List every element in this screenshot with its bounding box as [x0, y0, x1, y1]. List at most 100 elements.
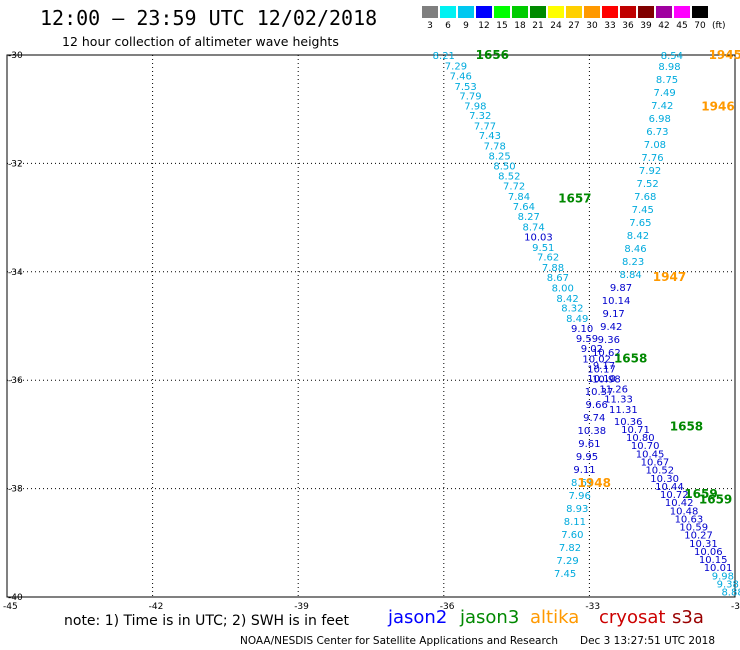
swh-value: 9.51 [532, 243, 554, 254]
pass-time-label: 1659 [699, 492, 732, 506]
color-swatch [440, 6, 456, 18]
swh-value: 8.93 [566, 504, 588, 515]
swh-value: 6.73 [646, 127, 668, 138]
swh-value: 7.46 [450, 72, 472, 83]
swh-value: 7.60 [561, 530, 583, 541]
lat-tick-label: -30 [8, 51, 23, 61]
swh-value: 7.84 [508, 192, 530, 203]
swh-value: 10.63 [675, 514, 704, 525]
color-swatch [530, 6, 546, 18]
swh-value: 10.10 [587, 374, 616, 385]
swh-value: 10.37 [585, 387, 614, 398]
page-subtitle: 12 hour collection of altimeter wave hei… [62, 34, 339, 49]
swh-value: 10.42 [665, 498, 694, 509]
swh-value: 9.87 [610, 283, 632, 294]
color-swatch [620, 6, 636, 18]
swh-value: 8.88 [721, 588, 740, 599]
swh-value: 8.54 [661, 51, 683, 62]
color-swatch-label: 42 [658, 21, 670, 31]
lat-tick-label: -34 [8, 268, 23, 278]
legend-jason3: jason3 [460, 607, 520, 628]
swh-value: 10.45 [636, 449, 665, 460]
swh-value: 8.11 [564, 517, 586, 528]
swh-value: 7.45 [632, 205, 654, 216]
swh-value: 9.17 [603, 309, 625, 320]
color-swatch [458, 6, 474, 18]
pass-time-label: 1947 [653, 270, 686, 284]
swh-value: 8.74 [522, 222, 544, 233]
swh-value: 7.32 [469, 111, 491, 122]
color-swatch-label: 21 [532, 21, 544, 31]
color-swatch [476, 6, 492, 18]
swh-value: 7.88 [542, 263, 564, 274]
lon-tick-label: -39 [294, 602, 309, 610]
swh-value: 8.32 [561, 304, 583, 315]
color-swatch [512, 6, 528, 18]
lon-tick-label: -42 [149, 602, 164, 610]
color-swatch-label: 39 [640, 21, 652, 31]
swh-value: 9.10 [571, 324, 593, 335]
color-swatch [422, 6, 438, 18]
swh-value: 8.49 [566, 314, 588, 325]
color-swatch-label: 30 [586, 21, 598, 31]
swh-value: 9.74 [583, 413, 605, 424]
pass-time-label: 1946 [701, 99, 734, 113]
swh-value: 7.29 [445, 61, 467, 72]
swh-value: 8.84 [620, 270, 642, 281]
color-swatch-label: 18 [514, 21, 526, 31]
swh-value: 8.00 [552, 284, 574, 295]
units-note: note: 1) Time is in UTC; 2) SWH is in fe… [64, 613, 350, 629]
swh-value: 8.27 [518, 212, 540, 223]
swh-value: 10.80 [626, 433, 655, 444]
swh-value: 9.61 [578, 439, 600, 450]
swh-value: 10.62 [592, 348, 621, 359]
swh-value: 8.52 [498, 171, 520, 182]
swh-value: 10.72 [660, 490, 689, 501]
swh-value: 6.98 [649, 114, 671, 125]
swh-value: 10.17 [587, 364, 616, 375]
swh-value: 7.72 [503, 182, 525, 193]
swh-value: 7.53 [455, 82, 477, 93]
swh-value: 10.36 [614, 417, 643, 428]
color-scale-unit: (ft) [712, 21, 726, 31]
legend-s3a: s3a [672, 607, 704, 628]
swh-value: 10.14 [602, 296, 631, 307]
swh-value: 10.44 [655, 482, 684, 493]
lon-tick-label: -30 [731, 602, 740, 610]
color-swatch-label: 24 [550, 21, 562, 31]
swh-value: 8.21 [433, 51, 455, 62]
lat-tick-label: -32 [8, 159, 23, 169]
swh-value: 9.95 [576, 452, 598, 463]
pass-time-label: 1658 [670, 419, 703, 433]
pass-time-label: 1659 [684, 487, 717, 501]
swh-value: 8.67 [547, 273, 569, 284]
swh-value: 9.66 [586, 400, 608, 411]
pass-time-label: 1658 [614, 352, 647, 366]
swh-value: 7.98 [464, 101, 486, 112]
swh-value: 7.49 [653, 88, 675, 99]
swh-value: 10.02 [582, 355, 611, 366]
color-swatch-label: 45 [676, 21, 688, 31]
pass-time-label: 1657 [558, 192, 591, 206]
swh-value: 10.98 [592, 375, 621, 386]
lon-tick-label: -33 [585, 602, 600, 610]
swh-value: 8.61 [571, 478, 593, 489]
swh-value: 8.25 [488, 151, 510, 162]
swh-value: 10.30 [650, 474, 679, 485]
swh-value: 7.79 [459, 92, 481, 103]
color-swatch [674, 6, 690, 18]
color-swatch-label: 12 [478, 21, 490, 31]
lat-tick-label: -36 [8, 376, 23, 386]
color-swatch-label: 33 [604, 21, 616, 31]
swh-value: 7.08 [644, 140, 666, 151]
footer: note: 1) Time is in UTC; 2) SWH is in fe… [0, 607, 740, 650]
swh-value: 9.02 [581, 344, 603, 355]
swh-value: 10.59 [679, 523, 708, 534]
swh-value: 9.42 [600, 322, 622, 333]
swh-value: 7.65 [629, 218, 651, 229]
swh-value: 9.59 [576, 334, 598, 345]
swh-value: 7.82 [559, 543, 581, 554]
color-swatch-label: 9 [463, 21, 469, 31]
color-swatch-label: 70 [694, 21, 706, 31]
swh-value: 7.92 [639, 166, 661, 177]
